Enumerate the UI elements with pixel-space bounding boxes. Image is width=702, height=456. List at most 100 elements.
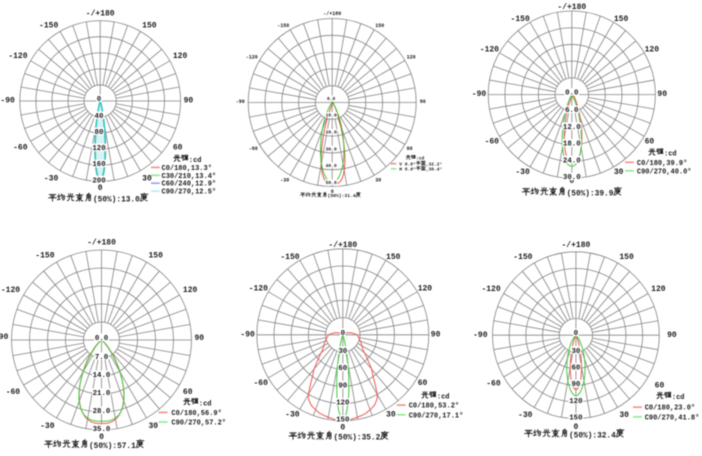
svg-text:0: 0	[341, 330, 346, 338]
svg-text:120: 120	[407, 55, 416, 61]
svg-text:C90/270,57.2°: C90/270,57.2°	[171, 419, 226, 428]
svg-text:90: 90	[420, 99, 426, 105]
svg-text:30.0: 30.0	[326, 146, 337, 152]
svg-text:,32.2°: ,32.2°	[426, 161, 443, 167]
svg-text::cd: :cd	[672, 394, 685, 402]
svg-text:-30: -30	[518, 411, 533, 420]
svg-text:21.0: 21.0	[93, 390, 111, 398]
svg-text:60: 60	[407, 146, 413, 152]
svg-text:-60: -60	[13, 144, 28, 153]
svg-text:-60: -60	[253, 379, 268, 388]
svg-text:24.0: 24.0	[563, 157, 581, 165]
svg-text:-30: -30	[515, 168, 530, 177]
svg-text:C0/180,23.0°: C0/180,23.0°	[645, 404, 695, 413]
svg-text:6.0: 6.0	[565, 107, 579, 115]
svg-text:150: 150	[569, 415, 583, 423]
svg-text:-60: -60	[485, 137, 500, 146]
svg-text:120: 120	[173, 52, 188, 61]
svg-text:80: 80	[95, 129, 104, 137]
svg-text:30: 30	[338, 348, 347, 356]
svg-text:C60/240,12.9°: C60/240,12.9°	[162, 180, 217, 189]
svg-text:20.0: 20.0	[326, 130, 337, 136]
svg-text:50.0: 50.0	[326, 180, 337, 186]
svg-text:C90/270,17.1°: C90/270,17.1°	[409, 411, 464, 420]
svg-text:(50%):35.2: (50%):35.2	[334, 435, 381, 443]
svg-text:90: 90	[657, 90, 667, 99]
svg-text:-/+180: -/+180	[557, 3, 586, 12]
svg-text:-30: -30	[280, 178, 289, 184]
svg-text:-/+180: -/+180	[86, 10, 115, 19]
svg-text:V 0.0°: V 0.0°	[399, 161, 416, 167]
svg-text:C90/270,41.8°: C90/270,41.8°	[645, 413, 700, 422]
svg-text:-/+180: -/+180	[328, 241, 357, 250]
svg-text:,30.4°: ,30.4°	[426, 167, 443, 173]
svg-text:-90: -90	[0, 97, 15, 106]
svg-text:14.0: 14.0	[93, 372, 111, 380]
svg-text:150: 150	[375, 23, 384, 29]
svg-text:150: 150	[336, 417, 350, 425]
svg-text:150: 150	[614, 15, 629, 24]
svg-text:90: 90	[667, 331, 677, 340]
svg-text:-/+180: -/+180	[87, 239, 116, 248]
svg-text:0: 0	[331, 189, 334, 195]
svg-text:30: 30	[149, 422, 159, 431]
svg-text:C0/180,13.3°: C0/180,13.3°	[162, 164, 212, 173]
svg-text:(50%):32.4: (50%):32.4	[569, 432, 616, 440]
svg-text:60: 60	[173, 144, 183, 153]
svg-text:C90/270,12.5°: C90/270,12.5°	[162, 188, 217, 197]
svg-text:120: 120	[645, 46, 660, 55]
svg-text:0: 0	[340, 423, 345, 432]
svg-text:60: 60	[645, 137, 655, 146]
svg-text:30.0: 30.0	[563, 174, 581, 182]
svg-text:C0/180,53.2°: C0/180,53.2°	[409, 402, 459, 411]
svg-text:C30/210,13.4°: C30/210,13.4°	[162, 172, 217, 181]
svg-text:90: 90	[184, 97, 194, 106]
svg-text:-120: -120	[8, 52, 27, 61]
svg-text:C0/180,56.9°: C0/180,56.9°	[171, 409, 221, 418]
svg-text:0: 0	[99, 433, 104, 442]
svg-text:-150: -150	[39, 21, 58, 30]
svg-text:0.0: 0.0	[95, 335, 109, 343]
svg-text:200: 200	[92, 177, 106, 185]
svg-text::cd: :cd	[664, 151, 677, 159]
svg-text:(50%):31.4: (50%):31.4	[328, 193, 356, 199]
svg-text:(50%):57.1: (50%):57.1	[89, 443, 136, 451]
svg-text:120: 120	[651, 285, 666, 294]
svg-text:0: 0	[98, 184, 103, 193]
svg-text:60: 60	[183, 388, 193, 397]
svg-text:120: 120	[336, 400, 350, 408]
svg-text:-30: -30	[285, 410, 300, 419]
svg-text:-150: -150	[280, 253, 299, 262]
svg-text::cd: :cd	[189, 157, 202, 165]
svg-text:120: 120	[183, 286, 198, 295]
svg-text:-30: -30	[44, 174, 59, 183]
svg-text:-60: -60	[249, 146, 258, 152]
svg-text:-120: -120	[249, 285, 268, 294]
svg-text::cd: :cd	[437, 394, 450, 402]
svg-text:H 0.0°: H 0.0°	[399, 167, 416, 173]
svg-text:-150: -150	[277, 23, 289, 29]
svg-text:60: 60	[418, 379, 428, 388]
svg-text:90: 90	[431, 330, 441, 339]
svg-text:90: 90	[571, 381, 580, 389]
svg-text:120: 120	[92, 145, 106, 153]
svg-text:30: 30	[375, 178, 381, 184]
svg-text:10.0: 10.0	[326, 113, 337, 119]
svg-text:-150: -150	[513, 253, 532, 262]
svg-text:120: 120	[569, 398, 583, 406]
svg-text:60: 60	[338, 365, 347, 373]
svg-text:-150: -150	[35, 252, 54, 261]
svg-text:30: 30	[571, 348, 580, 356]
svg-text:30: 30	[142, 174, 152, 183]
svg-text:0.0: 0.0	[327, 96, 336, 102]
svg-text:-90: -90	[0, 333, 9, 342]
svg-text:-90: -90	[473, 331, 488, 340]
svg-text:-60: -60	[6, 388, 21, 397]
svg-text::cd: :cd	[416, 156, 425, 162]
svg-text:-30: -30	[40, 422, 55, 431]
svg-text::cd: :cd	[199, 400, 212, 408]
svg-text:60: 60	[571, 364, 580, 372]
svg-text:-90: -90	[240, 330, 255, 339]
svg-text:-120: -120	[1, 286, 20, 295]
svg-text:150: 150	[619, 253, 634, 262]
